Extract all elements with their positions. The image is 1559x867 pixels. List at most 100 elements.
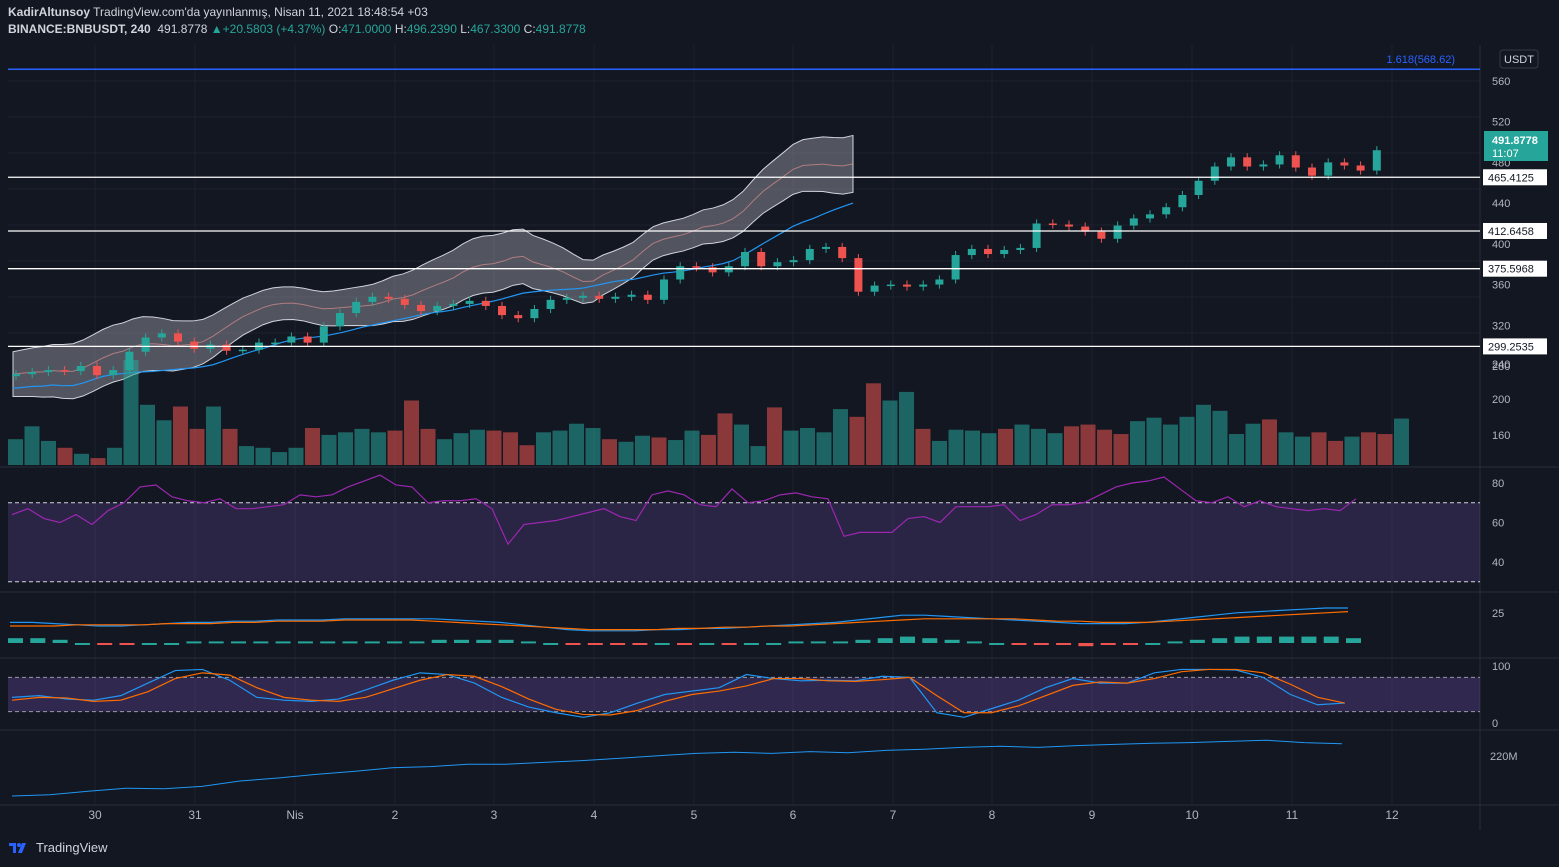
candle-body xyxy=(919,284,928,287)
macd-histogram-bar xyxy=(1212,638,1228,643)
time-tick-label: 9 xyxy=(1089,808,1096,822)
time-tick-label: 5 xyxy=(691,808,698,822)
candle-body xyxy=(789,260,798,263)
macd-histogram-bar xyxy=(1056,643,1072,645)
macd-histogram-bar xyxy=(1033,643,1049,645)
volume-bar xyxy=(651,437,667,465)
volume-bar xyxy=(618,441,634,465)
time-tick-label: 11 xyxy=(1286,808,1299,822)
candle-body xyxy=(287,336,296,343)
volume-bar xyxy=(453,433,469,465)
horizontal-levels[interactable]: 465.4125 412.6458 375.5968 299.2535 xyxy=(8,68,1547,355)
level-label: 465.4125 xyxy=(1488,172,1534,184)
volume-bar xyxy=(8,439,23,465)
high-label: H: xyxy=(394,22,407,36)
macd-tick-label: 25 xyxy=(1492,608,1504,620)
volume-bars xyxy=(8,360,1409,465)
obv-line xyxy=(11,739,1343,797)
candle-body xyxy=(1356,165,1365,171)
macd-histogram-bar xyxy=(1301,636,1317,643)
candle-body xyxy=(449,303,458,306)
macd-histogram-bar xyxy=(476,639,492,643)
macd-histogram-bar xyxy=(1256,636,1272,643)
candle-body xyxy=(1372,150,1381,171)
volume-bar xyxy=(899,391,914,465)
macd-histogram-bar xyxy=(364,641,380,644)
macd-histogram-bar xyxy=(699,643,715,645)
time-tick-label: 7 xyxy=(890,808,897,822)
candle-body xyxy=(481,300,490,306)
macd-histogram-bar xyxy=(1145,643,1161,645)
time-axis[interactable]: 30 31 Nis 2 3 4 5 6 7 8 9 10 11 12 xyxy=(88,808,1399,822)
volume-bar xyxy=(404,400,419,465)
macd-histogram-bar xyxy=(97,643,113,645)
candle-body xyxy=(1162,207,1171,215)
level-label: 375.5968 xyxy=(1488,264,1534,276)
macd-histogram-bar xyxy=(877,638,893,643)
macd-histogram-bar xyxy=(8,638,23,643)
candle-body xyxy=(562,297,571,300)
volume-bar xyxy=(932,440,947,465)
volume-bar xyxy=(255,447,271,465)
currency-badge[interactable]: USDT xyxy=(1499,49,1539,69)
candle-body xyxy=(125,351,134,371)
author-name[interactable]: KadirAltunsoy xyxy=(8,5,91,19)
price-tick-label: 360 xyxy=(1492,280,1510,292)
symbol-label[interactable]: BINANCE:BNBUSDT, 240 xyxy=(8,22,151,36)
stoch-tick-label: 0 xyxy=(1492,718,1498,730)
macd-histogram-bar xyxy=(922,638,938,643)
price-tick-label: 320 xyxy=(1492,320,1510,332)
bollinger-basis xyxy=(12,163,854,375)
volume-bar xyxy=(305,428,320,465)
level-label-box xyxy=(1483,338,1547,355)
macd-histogram-bar xyxy=(52,639,68,643)
macd-histogram-bar xyxy=(1078,643,1094,647)
volume-bar xyxy=(1229,434,1244,465)
volume-bar xyxy=(767,407,782,465)
price-tick-label: 240 xyxy=(1492,359,1510,371)
volume-bar xyxy=(338,432,353,465)
volume-bar xyxy=(470,429,485,465)
candle-body xyxy=(692,266,701,268)
rsi-tick-label: 80 xyxy=(1492,478,1504,490)
volume-bar xyxy=(866,383,881,465)
price-tick-label: 280 xyxy=(1492,361,1510,373)
volume-bar xyxy=(173,406,188,465)
candle-body xyxy=(1210,166,1219,181)
candle-body xyxy=(676,266,685,280)
candle-body xyxy=(319,326,328,343)
macd-histogram-bar xyxy=(677,643,692,645)
candle-body xyxy=(1324,162,1333,176)
price-axis[interactable]: 5605204804404003603202802402001608060402… xyxy=(1490,76,1518,763)
open-value: 471.0000 xyxy=(341,22,392,36)
candle-body xyxy=(1081,226,1090,232)
candle-body xyxy=(157,333,166,338)
time-tick-label: 8 xyxy=(989,808,996,822)
macd-histogram-bar xyxy=(208,641,224,644)
macd-histogram-bar xyxy=(654,643,670,645)
volume-bar xyxy=(140,404,155,465)
volume-bar xyxy=(849,416,865,465)
candle-body xyxy=(1097,231,1106,239)
tradingview-logo[interactable]: TradingView xyxy=(8,840,108,855)
volume-bar xyxy=(156,420,172,465)
volume-bar xyxy=(1245,423,1261,465)
macd-histogram-bar xyxy=(587,643,603,645)
candle-body xyxy=(1178,195,1187,208)
volume-bar xyxy=(189,428,205,465)
volume-bar xyxy=(503,432,518,465)
volume-bar xyxy=(1278,432,1294,465)
macd-histogram-bar xyxy=(431,639,447,643)
rsi-tick-label: 60 xyxy=(1492,518,1504,530)
volume-bar xyxy=(486,430,502,465)
volume-bar xyxy=(57,447,73,465)
candlesticks xyxy=(12,146,1381,381)
candle-body xyxy=(368,296,377,302)
volume-bar xyxy=(1113,434,1129,465)
candle-body xyxy=(498,305,506,316)
macd-histogram-bar xyxy=(253,641,269,644)
open-label: O: xyxy=(328,22,342,36)
candle-body xyxy=(336,313,344,327)
candle-body xyxy=(838,246,847,259)
